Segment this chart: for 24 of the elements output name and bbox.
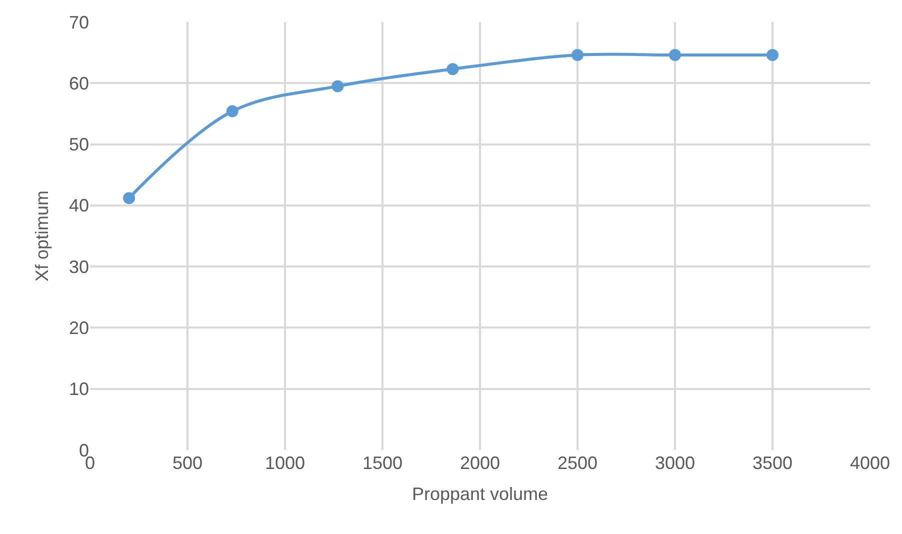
x-axis-title: Proppant volume: [412, 484, 548, 504]
point: [332, 80, 344, 92]
x-tick-label: 1000: [264, 453, 306, 473]
x-tick-label: 2500: [557, 453, 598, 473]
point: [766, 49, 778, 62]
y-tick-label: 20: [68, 318, 89, 338]
point: [123, 192, 135, 204]
point: [572, 49, 584, 62]
y-tick-label: 60: [68, 73, 89, 94]
y-tick-label: 40: [68, 196, 89, 216]
y-tick-label: 30: [68, 256, 89, 277]
x-tick-label: 1500: [362, 453, 403, 473]
x-tick-label: 3000: [654, 453, 696, 473]
y-tick-label: 10: [68, 379, 89, 400]
point: [669, 49, 681, 62]
y-tick-label: 50: [68, 134, 89, 155]
x-tick-label: 4000: [850, 453, 890, 473]
x-tick-label: 2000: [460, 453, 500, 473]
y-tick-label: 70: [68, 12, 89, 32]
y-axis-title: Xf optimum: [32, 190, 52, 282]
point: [446, 63, 459, 76]
x-tick-label: 3500: [752, 453, 793, 473]
x-tick-label: 500: [172, 453, 203, 473]
point: [226, 105, 238, 118]
